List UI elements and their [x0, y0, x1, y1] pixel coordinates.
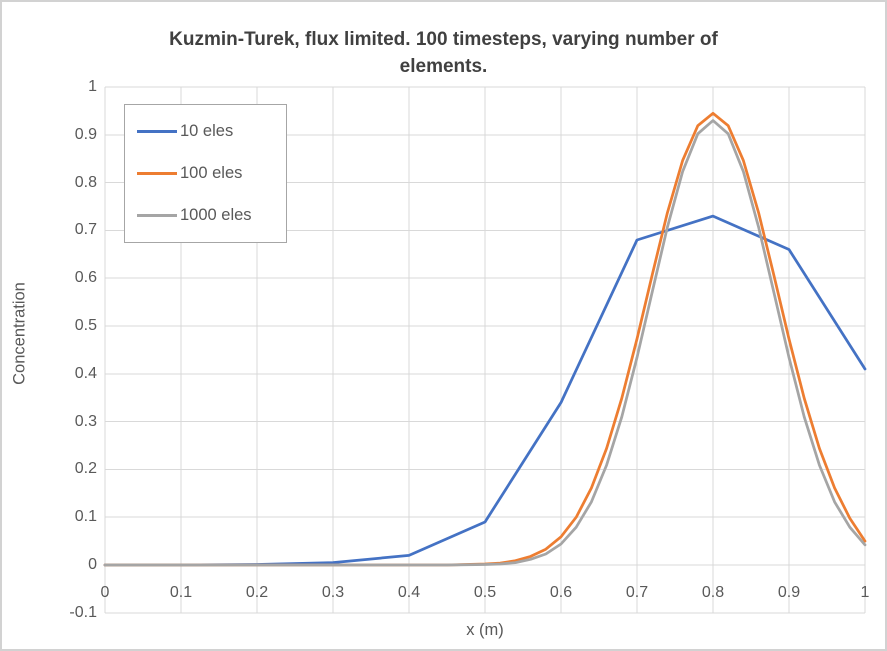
x-tick-label: 0.5 — [473, 584, 497, 601]
legend-item-label: 1000 eles — [180, 205, 252, 224]
chart-title-line-1: Kuzmin-Turek, flux limited. 100 timestep… — [169, 29, 718, 50]
x-tick-label: 0.1 — [169, 584, 193, 601]
x-axis-title: x (m) — [466, 621, 504, 639]
y-tick-label: 0.6 — [74, 269, 97, 287]
legend-item-10-eles: 10 eles — [137, 122, 286, 141]
x-tick-label: 0.3 — [321, 584, 345, 601]
y-tick-label: 0 — [88, 556, 97, 573]
y-tick-label: 0.3 — [74, 412, 97, 430]
y-tick-label: 0.2 — [74, 460, 97, 478]
x-tick-label: 0.8 — [701, 584, 725, 601]
x-tick-label: 0.7 — [625, 584, 649, 601]
legend-item-1000-eles: 1000 eles — [137, 206, 286, 225]
y-tick-label: 0.1 — [74, 508, 97, 526]
legend-item-label: 100 eles — [180, 163, 243, 182]
y-tick-label: -0.1 — [69, 603, 97, 621]
series-line-1000-eles — [103, 119, 867, 567]
y-tick-label: 1 — [88, 78, 97, 95]
x-tick-label: 0.9 — [777, 584, 801, 601]
y-tick-label: 0.5 — [74, 317, 97, 334]
legend-item-100-eles: 100 eles — [137, 164, 286, 183]
x-tick-label: 0.4 — [397, 584, 421, 601]
legend-line-swatch — [137, 130, 177, 134]
legend-line-swatch — [137, 213, 177, 217]
legend-line-swatch — [137, 171, 177, 175]
x-tick-label: 0.6 — [549, 584, 573, 601]
y-axis-title: Concentration — [10, 282, 29, 385]
x-tick-label: 1 — [860, 584, 870, 601]
y-tick-label: 0.9 — [74, 125, 97, 143]
x-tick-label: 0 — [100, 584, 110, 601]
legend-item-label: 10 eles — [180, 122, 234, 141]
chart-title-line-2: elements. — [399, 56, 488, 77]
x-tick-label: 0.2 — [245, 584, 269, 601]
y-tick-label: 0.4 — [74, 364, 97, 382]
chart-title: Kuzmin-Turek, flux limited. 100 timestep… — [2, 26, 885, 80]
y-tick-label: 0.8 — [74, 173, 97, 191]
legend: 10 eles 100 eles 1000 eles — [124, 104, 287, 243]
y-tick-label: 0.7 — [74, 221, 97, 239]
